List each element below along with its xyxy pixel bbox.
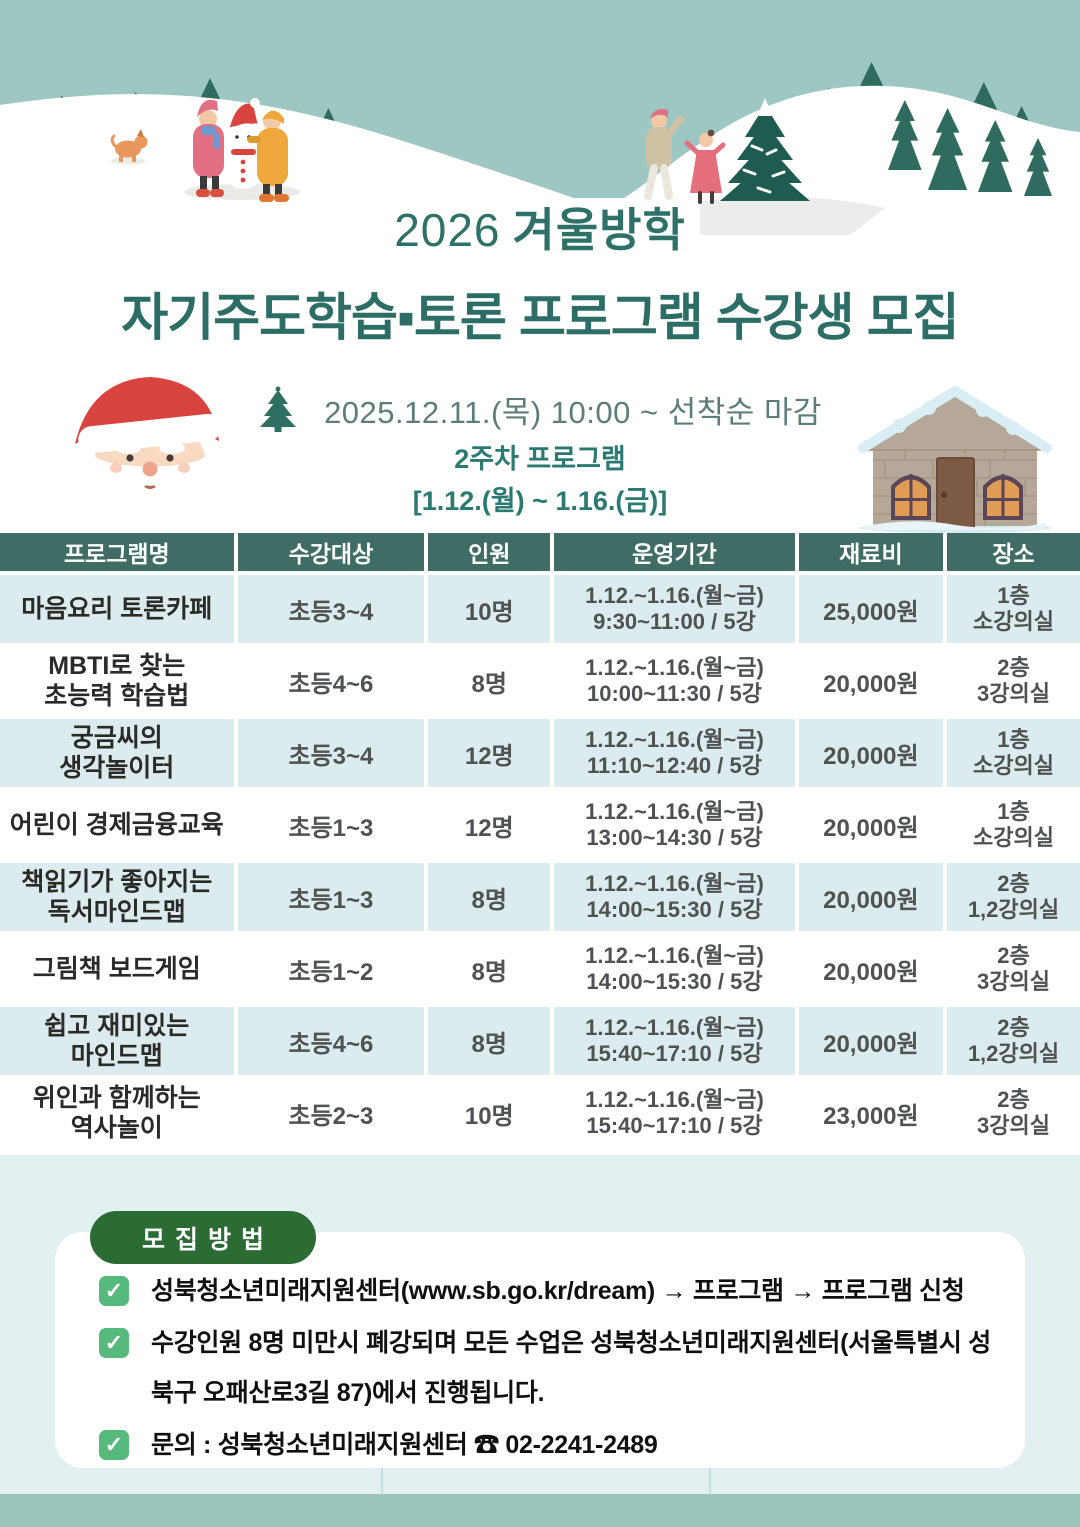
info-item-notice: ✓ 수강인원 8명 미만시 폐강되며 모든 수업은 성북청소년미래지원센터(서울… <box>99 1318 995 1418</box>
table-row: 궁금씨의 생각놀이터 초등3~4 12명 1.12.~1.16.(월~금) 11:1… <box>0 719 1080 787</box>
check-icon: ✓ <box>99 1276 129 1306</box>
snow-hills <box>0 85 1080 235</box>
table-row: 위인과 함께하는 역사놀이 초등2~3 10명 1.12.~1.16.(월~금) 1… <box>0 1079 1080 1147</box>
divider <box>709 1468 711 1494</box>
table-row: 쉽고 재미있는 마인드맵 초등4~6 8명 1.12.~1.16.(월~금) 15:… <box>0 1007 1080 1075</box>
winter-header-illustration <box>0 0 1080 235</box>
house-icon <box>858 385 1052 533</box>
year-text: 2026 <box>394 204 501 256</box>
table-header-row: 프로그램명 수강대상 인원 운영기간 재료비 장소 <box>0 533 1080 571</box>
subtitle-year: 2026 겨울방학 <box>0 194 1080 260</box>
col-header-capacity: 인원 <box>428 533 551 571</box>
table-row: 그림책 보드게임 초등1~2 8명 1.12.~1.16.(월~금) 14:00~… <box>0 935 1080 1003</box>
recruit-method-badge: 모집방법 <box>90 1211 317 1264</box>
notice-text: 수강인원 8명 미만시 폐강되며 모든 수업은 성북청소년미래지원센터(서울특별… <box>151 1329 991 1407</box>
large-pine-icon <box>720 98 810 201</box>
people-scene <box>644 109 726 204</box>
bottom-strip <box>0 1494 1080 1527</box>
table-row: 어린이 경제금융교육 초등1~3 12명 1.12.~1.16.(월~금) 13:… <box>0 791 1080 859</box>
application-open-line: 2025.12.11.(목) 10:00 ~ 선착순 마감 <box>0 386 1080 432</box>
check-icon: ✓ <box>99 1430 129 1460</box>
week-range: [1.12.(월) ~ 1.16.(금)] <box>412 486 668 516</box>
info-item-apply: ✓ 성북청소년미래지원센터(www.sb.go.kr/dream) → 프로그램… <box>99 1266 995 1316</box>
col-header-place: 장소 <box>946 533 1080 571</box>
check-icon: ✓ <box>99 1328 129 1358</box>
santa-icon <box>53 377 222 540</box>
recruit-info-card: ✓ 성북청소년미래지원센터(www.sb.go.kr/dream) → 프로그램… <box>55 1232 1025 1468</box>
snowman-scene <box>184 98 300 202</box>
page-title: 자기주도학습▪토론 프로그램 수강생 모집 <box>121 289 959 346</box>
christmas-tree-icon <box>260 386 297 432</box>
col-header-period: 운영기간 <box>554 533 795 571</box>
info-item-contact: ✓ 문의 : 성북청소년미래지원센터 ☎ 02-2241-2489 <box>99 1420 995 1470</box>
week-title: 2주차 프로그램 <box>454 444 626 474</box>
dog-icon <box>110 129 148 165</box>
season-text: 겨울방학 <box>512 204 686 256</box>
table-row: 마음요리 토론카페 초등3~4 10명 1.12.~1.16.(월~금) 9:30… <box>0 575 1080 643</box>
apply-path-text: 성북청소년미래지원센터(www.sb.go.kr/dream) → 프로그램 →… <box>151 1277 965 1305</box>
table-row: MBTI로 찾는 초능력 학습법 초등4~6 8명 1.12.~1.16.(월~금… <box>0 647 1080 715</box>
application-open-text: 2025.12.11.(목) 10:00 ~ 선착순 마감 <box>324 394 822 430</box>
col-header-target: 수강대상 <box>237 533 425 571</box>
col-header-program: 프로그램명 <box>0 533 234 571</box>
contact-text: 문의 : 성북청소년미래지원센터 ☎ 02-2241-2489 <box>151 1431 658 1459</box>
table-row: 책읽기가 좋아지는 독서마인드맵 초등1~3 8명 1.12.~1.16.(월~금… <box>0 863 1080 931</box>
col-header-fee: 재료비 <box>798 533 943 571</box>
house-window-left <box>891 474 931 520</box>
divider <box>381 1468 383 1494</box>
house-window-right <box>983 474 1023 520</box>
program-table: 프로그램명 수강대상 인원 운영기간 재료비 장소 마음요리 토론카페 초등3~… <box>0 529 1080 1151</box>
